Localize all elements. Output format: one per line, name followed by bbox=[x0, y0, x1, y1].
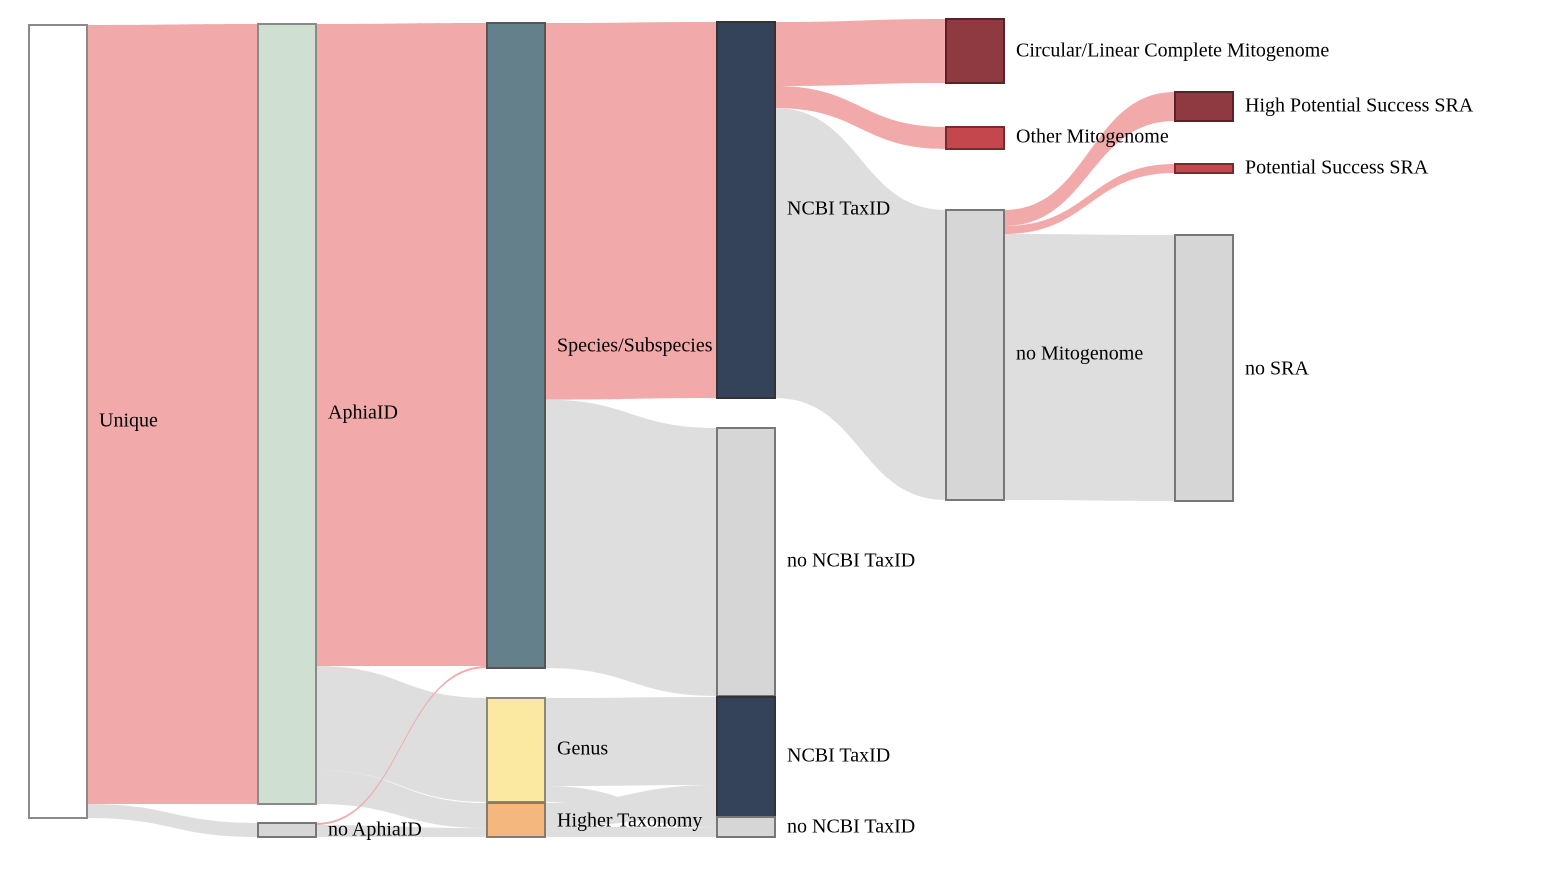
node-label-noncbi2: no NCBI TaxID bbox=[787, 816, 915, 838]
link-unique-to-aphia bbox=[87, 24, 258, 805]
node-label-nosra: no SRA bbox=[1245, 358, 1309, 380]
node-noaphia bbox=[257, 822, 317, 838]
node-noncbi2 bbox=[716, 816, 776, 838]
node-label-noncbi1: no NCBI TaxID bbox=[787, 550, 915, 572]
node-species bbox=[486, 22, 546, 669]
link-unique-to-noaphia bbox=[87, 804, 258, 837]
node-label-potsra: Potential Success SRA bbox=[1245, 157, 1429, 179]
node-label-genus: Genus bbox=[557, 738, 608, 760]
link-ncbi1-to-nomito bbox=[775, 108, 946, 500]
link-species-to-ncbi1 bbox=[545, 22, 717, 400]
link-aphia-to-genus bbox=[316, 666, 487, 802]
labels-layer: Unique AphiaID no AphiaID Species/Subspecie… bbox=[99, 40, 1474, 841]
link-species-to-noncbi1 bbox=[545, 399, 717, 696]
node-nomito bbox=[945, 209, 1005, 501]
node-label-higher: Higher Taxonomy bbox=[557, 810, 702, 832]
node-label-othermito: Other Mitogenome bbox=[1016, 126, 1169, 148]
node-label-complete: Circular/Linear Complete Mitogenome bbox=[1016, 40, 1329, 62]
node-aphia bbox=[257, 23, 317, 805]
link-noaphia-to-species bbox=[316, 665, 487, 825]
node-label-ncbi2: NCBI TaxID bbox=[787, 745, 890, 767]
link-genus-to-ncbi2 bbox=[545, 697, 717, 786]
node-othermito bbox=[945, 126, 1005, 150]
node-label-highsra: High Potential Success SRA bbox=[1245, 95, 1474, 117]
nodes-layer bbox=[28, 18, 1234, 838]
node-complete bbox=[945, 18, 1005, 84]
link-higher-to-ncbi2 bbox=[545, 785, 717, 827]
link-ncbi1-to-othermito bbox=[775, 86, 946, 149]
node-potsra bbox=[1174, 163, 1234, 174]
links-layer bbox=[87, 19, 1175, 837]
node-ncbi1 bbox=[716, 21, 776, 399]
node-label-nomito: no Mitogenome bbox=[1016, 343, 1143, 365]
node-label-unique: Unique bbox=[99, 410, 158, 432]
node-label-species: Species/Subspecies bbox=[557, 335, 713, 357]
node-nosra bbox=[1174, 234, 1234, 502]
node-label-aphia: AphiaID bbox=[328, 402, 398, 424]
node-unique bbox=[28, 24, 88, 819]
link-aphia-to-higher bbox=[316, 770, 487, 829]
link-nomito-to-nosra bbox=[1004, 234, 1175, 501]
node-genus bbox=[486, 697, 546, 803]
link-nomito-to-potsra bbox=[1004, 164, 1175, 234]
link-aphia-to-species bbox=[316, 23, 487, 666]
node-label-noaphia: no AphiaID bbox=[328, 819, 422, 841]
node-highsra bbox=[1174, 91, 1234, 122]
link-noaphia-to-higher bbox=[316, 825, 487, 837]
node-ncbi2 bbox=[716, 696, 776, 818]
node-higher bbox=[486, 802, 546, 838]
link-higher-to-noncbi2 bbox=[545, 826, 717, 837]
node-noncbi1 bbox=[716, 427, 776, 697]
node-label-ncbi1: NCBI TaxID bbox=[787, 198, 890, 220]
link-nomito-to-highsra bbox=[1004, 92, 1175, 226]
link-ncbi1-to-complete bbox=[775, 19, 946, 86]
